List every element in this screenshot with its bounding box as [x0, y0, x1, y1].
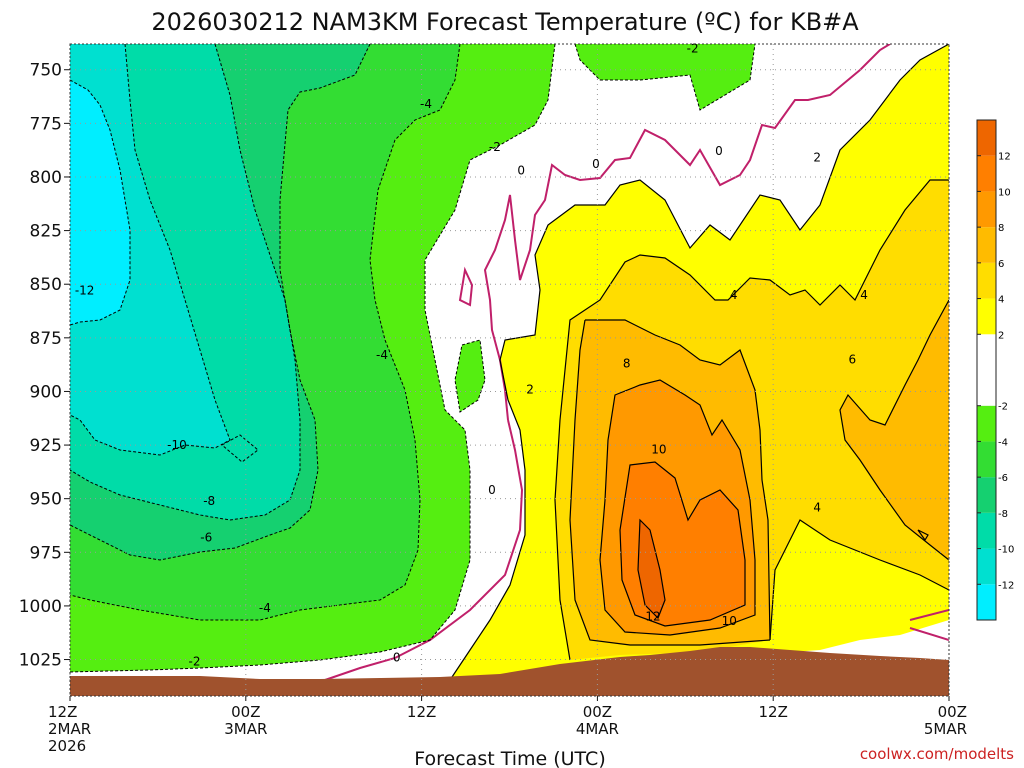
contour-label: -10	[167, 438, 187, 452]
contour-label: 4	[730, 288, 738, 302]
colorbar-label: 2	[998, 330, 1004, 341]
y-tick-label: 750	[30, 61, 62, 81]
colorbar-label: -4	[998, 437, 1008, 448]
colorbar-bin	[977, 298, 996, 335]
colorbar-label: 6	[998, 259, 1004, 270]
x-tick-label: 2026	[48, 737, 86, 755]
colorbar-label: 10	[998, 187, 1011, 198]
x-tick-label: 5MAR	[924, 720, 967, 738]
y-axis: 750 775 800 825 850 875 900 925 950 975 1000 1025	[19, 61, 70, 671]
contour-label: 0	[715, 144, 723, 158]
plot-area	[70, 44, 949, 696]
contour-label: 0	[592, 157, 600, 171]
y-tick-label: 800	[30, 168, 62, 188]
contour-label: 0	[517, 164, 525, 178]
colorbar-bin	[977, 477, 996, 513]
plot-frame	[69, 43, 950, 697]
y-tick-label: 825	[30, 222, 62, 242]
colorbar-label: 8	[998, 223, 1004, 234]
colorbar-label: -8	[998, 509, 1008, 520]
colorbar-bin	[977, 441, 996, 478]
positive-contours	[449, 44, 949, 681]
temp-band-above-12	[638, 520, 665, 618]
colorbar-label: -6	[998, 473, 1008, 484]
colorbar-label: 12	[998, 152, 1011, 163]
colorbar-label: -12	[998, 580, 1014, 591]
contour-label: 6	[848, 352, 856, 366]
x-tick-label: 3MAR	[224, 720, 267, 738]
contour-label: -4	[420, 97, 432, 111]
colorbar-label: 4	[998, 295, 1004, 306]
contour-label: -4	[376, 348, 388, 362]
colorbar-frame	[976, 119, 997, 621]
contour-label: 2	[813, 151, 821, 165]
colorbar-bin	[977, 262, 996, 299]
contour-label: -6	[200, 530, 212, 544]
contour-labels: -12 -10 -8 -6 -4 -2 -4 -4 -2 -2 0 0 0 0 0 2 2 4 4 4 6 8 10 10 12	[75, 41, 868, 669]
colorbar-bin	[977, 512, 996, 549]
y-tick-label: 1000	[19, 597, 62, 617]
x-tick-label: 12Z	[759, 703, 788, 721]
contour-label: 4	[860, 288, 868, 302]
colorbar: 12 10 8 6 4 2 -2 -4 -6 -8 -10 -12	[976, 119, 1014, 621]
x-tick-label: 2MAR	[48, 720, 91, 738]
contour-label: 0	[393, 650, 401, 664]
contour-label: -2	[489, 140, 501, 154]
y-tick-label: 775	[30, 114, 62, 134]
contour-label: 4	[813, 500, 821, 514]
colorbar-bin	[977, 227, 996, 263]
y-tick-label: 975	[30, 543, 62, 563]
contour-label: 0	[488, 483, 496, 497]
temp-band-minus4-minus2-blob	[455, 340, 485, 412]
colorbar-label: -2	[998, 402, 1008, 413]
temp-band-below-minus12	[70, 80, 130, 325]
colorbar-bin	[977, 155, 996, 192]
contour-label: -12	[75, 284, 95, 298]
y-tick-label: 850	[30, 275, 62, 295]
x-tick-label: 00Z	[583, 703, 612, 721]
colorbar-bin	[977, 584, 996, 620]
y-tick-label: 925	[30, 436, 62, 456]
y-tick-label: 1025	[19, 651, 62, 671]
contour-label: 2	[526, 382, 534, 396]
contour-label: 12	[645, 610, 660, 624]
colorbar-bin	[977, 191, 996, 228]
colorbar-bin	[977, 548, 996, 585]
contour-label: 10	[722, 614, 737, 628]
x-tick-label: 00Z	[231, 703, 260, 721]
y-tick-label: 950	[30, 490, 62, 510]
contour-label: 8	[623, 357, 631, 371]
y-tick-label: 900	[30, 382, 62, 402]
x-tick-label: 00Z	[938, 703, 967, 721]
colorbar-bin	[977, 334, 996, 406]
contour-label: -4	[259, 601, 271, 615]
colorbar-label: -10	[998, 545, 1014, 556]
contour-label: -2	[687, 41, 699, 55]
chart-title: 2026030212 NAM3KM Forecast Temperature (…	[151, 8, 859, 36]
negative-contours	[70, 44, 756, 673]
y-tick-label: 875	[30, 329, 62, 349]
x-tick-label: 12Z	[407, 703, 436, 721]
contour-label: 10	[651, 442, 666, 456]
x-axis-label: Forecast Time (UTC)	[414, 748, 605, 768]
colorbar-bin	[977, 405, 996, 442]
contour-label: -2	[189, 655, 201, 669]
zero-degree-contours	[324, 44, 949, 681]
x-tick-label: 4MAR	[576, 720, 619, 738]
colorbar-bin	[977, 120, 996, 156]
x-tick-label: 12Z	[48, 703, 77, 721]
contour-label: -8	[203, 494, 215, 508]
credit-text: coolwx.com/modelts	[860, 745, 1014, 763]
terrain-ground	[70, 647, 949, 696]
